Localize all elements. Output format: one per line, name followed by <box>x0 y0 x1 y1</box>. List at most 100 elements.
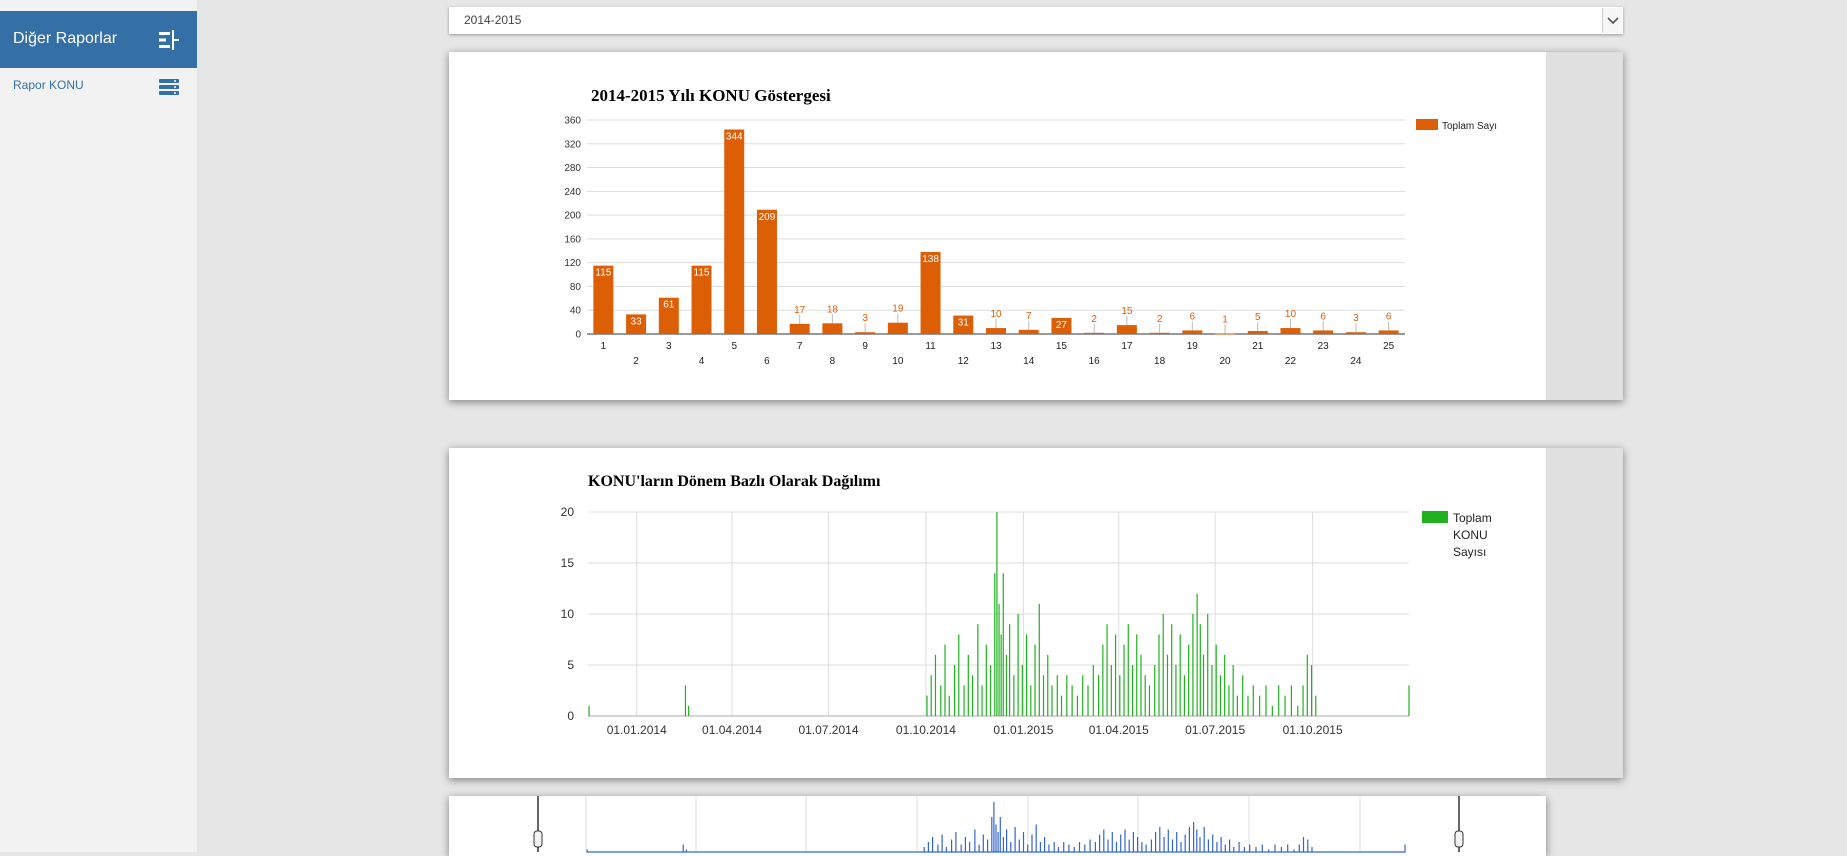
y-tick-label: 320 <box>564 139 581 150</box>
x-tick-label: 13 <box>990 341 1002 352</box>
bar <box>1149 332 1170 334</box>
data-label: 15 <box>1121 306 1133 317</box>
server-list-icon <box>159 79 179 95</box>
data-label: 2 <box>1157 314 1163 325</box>
x-tick-label: 16 <box>1089 356 1101 367</box>
x-tick-label: 6 <box>764 356 770 367</box>
bar <box>626 314 647 334</box>
bar <box>1084 332 1105 334</box>
x-tick-label: 12 <box>958 356 970 367</box>
data-label: 6 <box>1190 311 1196 322</box>
y-tick-label: 40 <box>570 306 582 317</box>
x-tick-label: 20 <box>1219 356 1231 367</box>
bar <box>953 315 974 334</box>
data-label: 7 <box>1026 311 1032 322</box>
card-scroll-track[interactable] <box>1546 52 1623 400</box>
sidebar-title: Diğer Raporlar <box>13 30 118 47</box>
legend-swatch <box>1422 511 1448 523</box>
bar <box>1313 330 1334 334</box>
bar <box>658 297 679 334</box>
x-tick-label: 4 <box>699 356 705 367</box>
x-tick-label: 01.01.2015 <box>993 723 1053 737</box>
legend-label: Toplam Sayı <box>1442 121 1497 132</box>
y-tick-label: 200 <box>564 211 581 222</box>
y-tick-label: 0 <box>567 709 574 723</box>
bar <box>855 332 876 334</box>
data-label: 115 <box>595 268 611 279</box>
x-tick-label: 17 <box>1121 341 1133 352</box>
bar <box>593 265 614 334</box>
y-tick-label: 160 <box>564 234 581 245</box>
data-label: 10 <box>990 309 1002 320</box>
navigator-handle <box>1454 830 1464 848</box>
y-tick-label: 120 <box>564 258 581 269</box>
period-select[interactable]: 2014-2015 <box>449 7 1623 34</box>
x-tick-label: 10 <box>892 356 904 367</box>
y-tick-label: 10 <box>561 607 575 621</box>
data-label: 5 <box>1255 312 1261 323</box>
timeline-chart-title: KONU'ların Dönem Bazlı Olarak Dağılımı <box>588 473 881 490</box>
y-tick-label: 0 <box>575 330 581 341</box>
period-select-value: 2014-2015 <box>464 13 522 27</box>
x-tick-label: 14 <box>1023 356 1035 367</box>
data-label: 209 <box>759 212 776 223</box>
bar <box>1116 325 1137 334</box>
bar <box>691 265 712 334</box>
x-tick-label: 15 <box>1056 341 1068 352</box>
sidebar-collapse-icon[interactable] <box>157 29 181 51</box>
legend-swatch <box>1416 119 1438 130</box>
bar-chart-card <box>449 52 1623 400</box>
x-tick-label: 01.07.2014 <box>798 723 858 737</box>
data-label: 19 <box>892 304 904 315</box>
x-tick-label: 01.01.2014 <box>607 723 667 737</box>
bar <box>1280 328 1301 334</box>
sidebar: Diğer Raporlar Rapor KONU <box>0 0 197 852</box>
y-tick-label: 20 <box>561 505 575 519</box>
period-select-toggle[interactable] <box>1602 8 1622 33</box>
x-tick-label: 01.07.2015 <box>1185 723 1245 737</box>
bar <box>1247 331 1268 334</box>
bar <box>887 322 908 334</box>
x-tick-label: 01.04.2015 <box>1089 723 1149 737</box>
bar <box>1018 329 1039 334</box>
x-tick-label: 9 <box>862 341 868 352</box>
bar <box>1051 317 1072 334</box>
x-tick-label: 01.10.2015 <box>1283 723 1343 737</box>
sidebar-item-label[interactable]: Rapor KONU <box>13 78 84 92</box>
x-tick-label: 23 <box>1318 341 1330 352</box>
data-label: 10 <box>1285 309 1297 320</box>
x-tick-label: 3 <box>666 341 672 352</box>
y-tick-label: 80 <box>570 282 582 293</box>
bar <box>920 251 941 334</box>
bar <box>789 323 810 334</box>
sidebar-header[interactable]: Diğer Raporlar <box>0 11 197 68</box>
x-tick-label: 01.10.2014 <box>896 723 956 737</box>
x-tick-label: 5 <box>731 341 737 352</box>
card-scroll-track[interactable] <box>1546 448 1623 778</box>
data-label: 3 <box>862 313 868 324</box>
navigator-handle <box>533 830 543 848</box>
data-label: 115 <box>694 268 710 279</box>
data-label: 33 <box>631 316 643 327</box>
x-tick-label: 7 <box>797 341 803 352</box>
data-label: 61 <box>663 300 675 311</box>
y-tick-label: 280 <box>564 163 581 174</box>
data-label: 344 <box>726 132 743 143</box>
bar <box>986 328 1006 334</box>
data-label: 3 <box>1353 313 1359 324</box>
sidebar-item-rapor-konu[interactable]: Rapor KONU <box>0 74 197 98</box>
x-tick-label: 01.04.2014 <box>702 723 762 737</box>
y-tick-label: 5 <box>567 658 574 672</box>
data-label: 2 <box>1091 314 1097 325</box>
data-label: 17 <box>794 305 806 316</box>
bar <box>822 323 843 334</box>
x-tick-label: 21 <box>1252 341 1264 352</box>
bar <box>1215 333 1236 335</box>
data-label: 138 <box>922 254 939 265</box>
data-label: 6 <box>1386 311 1392 322</box>
x-tick-label: 19 <box>1187 341 1199 352</box>
y-tick-label: 15 <box>561 556 575 570</box>
